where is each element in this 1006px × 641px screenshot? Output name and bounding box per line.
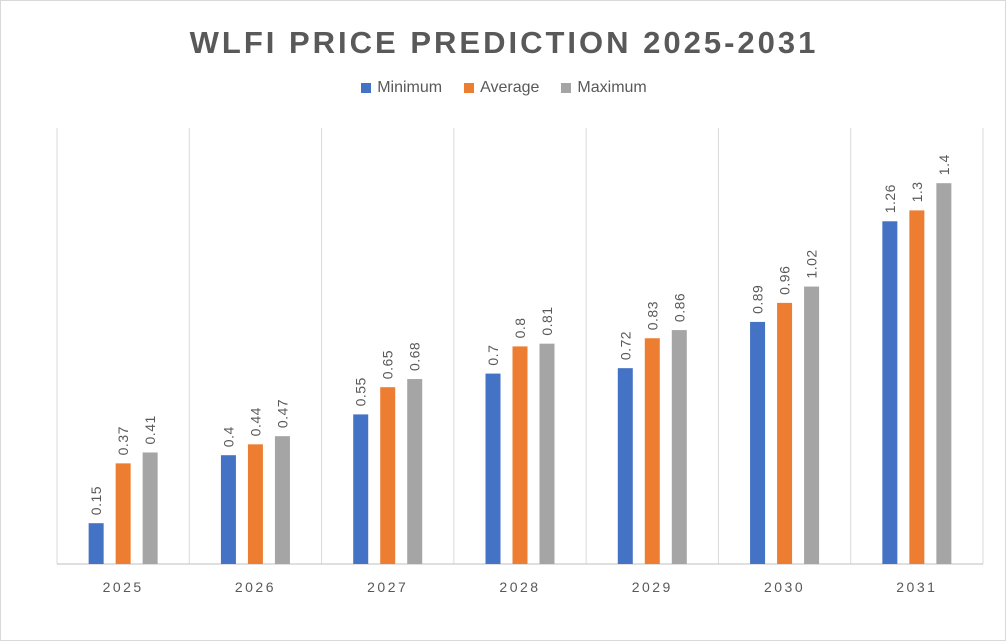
data-label: 0.86 — [671, 293, 687, 322]
data-label: 0.81 — [539, 306, 555, 335]
bar-minimum-2030 — [750, 321, 766, 564]
data-label: 0.55 — [353, 377, 369, 406]
data-label: 1.3 — [909, 181, 925, 202]
x-tick-label: 2031 — [896, 579, 937, 595]
bar-average-2026 — [247, 444, 263, 564]
data-label: 0.47 — [274, 399, 290, 428]
data-label: 0.15 — [88, 486, 104, 515]
bar-minimum-2027 — [353, 414, 369, 564]
bar-maximum-2028 — [539, 343, 555, 564]
data-label: 1.4 — [936, 154, 952, 175]
data-label: 0.44 — [247, 407, 263, 436]
data-label: 1.02 — [804, 249, 820, 278]
bar-minimum-2031 — [882, 221, 898, 564]
x-tick-label: 2027 — [367, 579, 408, 595]
bar-average-2029 — [644, 338, 660, 564]
bar-maximum-2030 — [804, 286, 820, 564]
data-label: 0.7 — [485, 345, 501, 366]
bar-maximum-2026 — [274, 436, 290, 564]
x-tick-label: 2026 — [235, 579, 276, 595]
bar-minimum-2028 — [485, 373, 501, 564]
legend-label-maximum: Maximum — [577, 79, 647, 96]
bar-maximum-2031 — [936, 183, 952, 564]
bar-average-2027 — [380, 387, 396, 564]
data-label: 0.8 — [512, 317, 528, 338]
legend-label-minimum: Minimum — [377, 79, 443, 96]
x-tick-label: 2030 — [764, 579, 805, 595]
bar-minimum-2029 — [617, 368, 633, 564]
x-tick-label: 2029 — [632, 579, 673, 595]
data-label: 0.83 — [644, 301, 660, 330]
x-tick-label: 2028 — [499, 579, 540, 595]
data-label: 0.65 — [380, 350, 396, 379]
legend-swatch-average — [464, 83, 475, 93]
legend-label-average: Average — [480, 79, 540, 96]
data-label: 0.4 — [220, 426, 236, 447]
bar-average-2028 — [512, 346, 528, 564]
legend-swatch-maximum — [561, 83, 572, 93]
legend-item-average: Average — [464, 79, 539, 97]
bar-average-2031 — [909, 210, 925, 564]
data-label: 0.37 — [115, 426, 131, 455]
bar-maximum-2029 — [671, 330, 687, 564]
chart-title: WLFI PRICE PREDICTION 2025-2031 — [189, 25, 819, 60]
bar-minimum-2026 — [220, 455, 236, 564]
data-label: 1.26 — [882, 184, 898, 213]
legend-item-maximum: Maximum — [561, 79, 647, 97]
data-label: 0.96 — [777, 266, 793, 295]
x-tick-label: 2025 — [103, 579, 144, 595]
bar-minimum-2025 — [88, 523, 104, 564]
legend-swatch-minimum — [361, 83, 372, 93]
bar-average-2030 — [777, 302, 793, 564]
data-label: 0.68 — [407, 342, 423, 371]
data-label: 0.89 — [750, 285, 766, 314]
bar-maximum-2025 — [142, 452, 158, 564]
chart-legend: Minimum Average Maximum — [1, 79, 1006, 97]
bar-average-2025 — [115, 463, 131, 564]
bar-maximum-2027 — [407, 379, 423, 564]
data-label: 0.72 — [617, 331, 633, 360]
legend-item-minimum: Minimum — [361, 79, 442, 97]
data-label: 0.41 — [142, 415, 158, 444]
